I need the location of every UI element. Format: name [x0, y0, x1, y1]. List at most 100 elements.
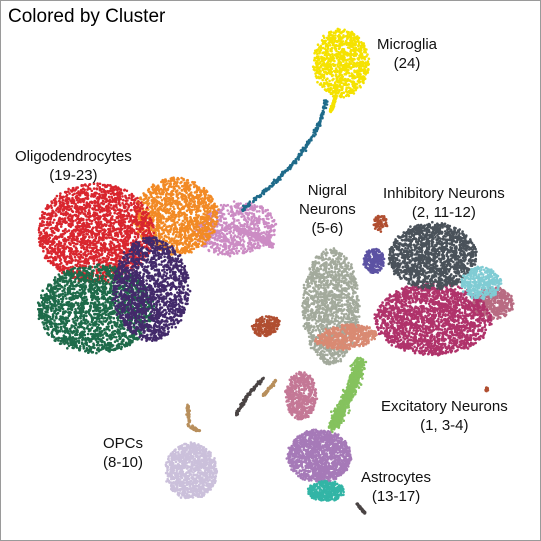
cell-point [42, 239, 45, 243]
cell-point [202, 245, 206, 248]
cell-point [98, 195, 102, 198]
cell-point [124, 194, 127, 198]
cell-point [67, 197, 71, 201]
cell-point [264, 214, 268, 218]
cell-point [115, 248, 118, 252]
cell-point [165, 218, 169, 221]
cell-point [53, 218, 56, 222]
cell-point [189, 248, 192, 251]
cell-point [108, 236, 111, 239]
cell-point [92, 195, 95, 198]
cell-point [228, 231, 231, 235]
cell-point [158, 215, 162, 219]
cell-point [84, 229, 88, 233]
cell-point [196, 187, 200, 190]
cell-point [84, 235, 87, 238]
cell-point [246, 245, 250, 248]
cell-point [124, 236, 128, 239]
cell-point [121, 215, 124, 219]
cell-point [238, 237, 242, 240]
cell-point [90, 228, 94, 231]
cell-point [180, 224, 184, 227]
cell-point [167, 179, 170, 183]
cell-point [62, 202, 66, 205]
cell-point [74, 196, 78, 200]
cell-point [59, 342, 63, 345]
cell-point [143, 216, 147, 220]
cell-point [130, 192, 134, 196]
cell-point [171, 219, 174, 222]
cell-point [230, 205, 233, 208]
cell-point [177, 202, 180, 206]
cell-point [250, 217, 254, 220]
cell-point [183, 235, 186, 239]
cell-point [93, 201, 97, 205]
cell-point [101, 199, 105, 203]
cell-point [122, 234, 125, 238]
cell-point [199, 231, 202, 235]
cell-point [233, 238, 237, 242]
cell-point [59, 200, 62, 204]
cell-point [53, 276, 57, 279]
cell-point [242, 214, 246, 218]
cell-point [42, 220, 45, 224]
cell-point [82, 314, 86, 318]
cell-point [98, 229, 102, 233]
cell-point [257, 227, 260, 230]
cell-point [153, 188, 156, 191]
cell-point [207, 203, 211, 206]
cell-point [214, 234, 218, 238]
cell-point [61, 220, 65, 223]
cell-point [99, 246, 103, 250]
cell-point [221, 245, 225, 248]
cell-point [235, 202, 238, 206]
cell-point [64, 247, 68, 250]
cell-point [141, 207, 144, 210]
cell-point [100, 201, 103, 205]
cell-point [159, 196, 162, 199]
cell-point [93, 265, 97, 269]
cell-point [213, 202, 216, 206]
cell-point [172, 239, 175, 243]
cell-point [118, 190, 121, 194]
cell-point [176, 230, 179, 234]
cell-point [216, 220, 219, 223]
cell-point [127, 220, 131, 223]
cell-point [189, 217, 193, 220]
cell-point [168, 217, 171, 221]
cell-point [187, 227, 190, 230]
cell-point [61, 307, 65, 311]
cell-point [71, 198, 75, 202]
cell-point [91, 214, 95, 217]
cell-point [174, 225, 177, 228]
cell-point [75, 235, 79, 239]
cell-point [146, 203, 150, 207]
cell-point [217, 249, 221, 252]
cell-point [227, 240, 230, 243]
cell-point [70, 248, 73, 251]
cell-point [177, 211, 180, 215]
cell-point [163, 209, 166, 212]
cell-point [185, 217, 189, 221]
cell-point [192, 181, 195, 184]
cell-point [197, 195, 201, 199]
cell-point [254, 205, 258, 209]
cell-point [200, 244, 203, 247]
cell-point [75, 264, 79, 267]
cell-point [45, 207, 49, 211]
cell-point [242, 251, 245, 255]
cell-point [160, 192, 163, 195]
cell-point [99, 271, 102, 275]
cell-point [108, 253, 112, 257]
cell-point [179, 181, 182, 185]
cell-point [62, 254, 66, 257]
cell-point [164, 234, 167, 237]
cell-point [50, 206, 53, 209]
cell-point [218, 233, 222, 236]
cell-point [46, 203, 49, 207]
cell-point [57, 245, 60, 248]
cell-point [121, 202, 124, 205]
cell-point [197, 242, 201, 246]
cell-point [199, 190, 202, 194]
cell-point [190, 245, 194, 248]
